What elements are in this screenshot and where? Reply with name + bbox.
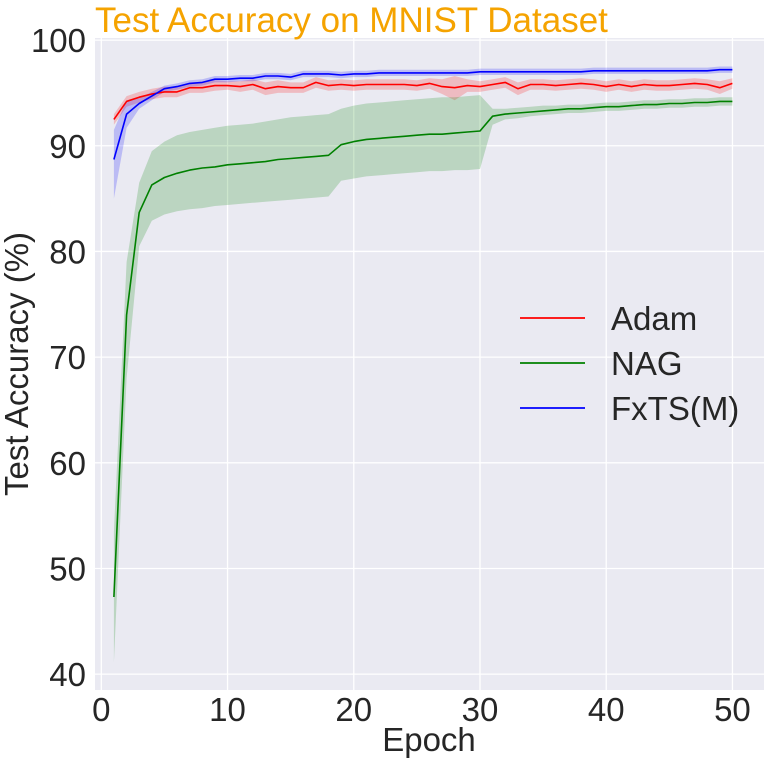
x-tick-label: 50 bbox=[714, 691, 751, 728]
y-tick-label: 60 bbox=[49, 445, 86, 482]
plot-background bbox=[95, 38, 764, 690]
x-tick-label: 20 bbox=[335, 691, 372, 728]
y-tick-label: 100 bbox=[31, 22, 86, 59]
band-nag bbox=[113, 95, 733, 663]
grid-lines bbox=[95, 38, 764, 690]
x-tick-label: 0 bbox=[92, 691, 110, 728]
y-tick-label: 90 bbox=[49, 128, 86, 165]
legend-label: Adam bbox=[611, 300, 697, 337]
series-lines bbox=[113, 68, 733, 598]
y-tick-label: 70 bbox=[49, 339, 86, 376]
legend-label: FxTS(M) bbox=[611, 390, 739, 427]
y-axis-title: Test Accuracy (%) bbox=[0, 232, 35, 496]
y-axis-ticks: 40 50 60 70 80 90 100 bbox=[31, 22, 86, 693]
line-adam bbox=[113, 81, 733, 120]
x-tick-label: 40 bbox=[588, 691, 625, 728]
y-tick-label: 80 bbox=[49, 233, 86, 270]
line-nag bbox=[113, 100, 733, 598]
legend: Adam NAG FxTS(M) bbox=[520, 300, 739, 427]
line-fxts-m- bbox=[113, 68, 733, 160]
x-tick-label: 30 bbox=[462, 691, 499, 728]
chart-title: Test Accuracy on MNIST Dataset bbox=[95, 1, 608, 40]
y-tick-label: 40 bbox=[49, 656, 86, 693]
x-tick-label: 10 bbox=[209, 691, 246, 728]
x-axis-title: Epoch bbox=[382, 721, 476, 758]
legend-label: NAG bbox=[611, 345, 683, 382]
y-tick-label: 50 bbox=[49, 550, 86, 587]
x-axis-ticks: 0 10 20 30 40 50 bbox=[92, 691, 751, 728]
